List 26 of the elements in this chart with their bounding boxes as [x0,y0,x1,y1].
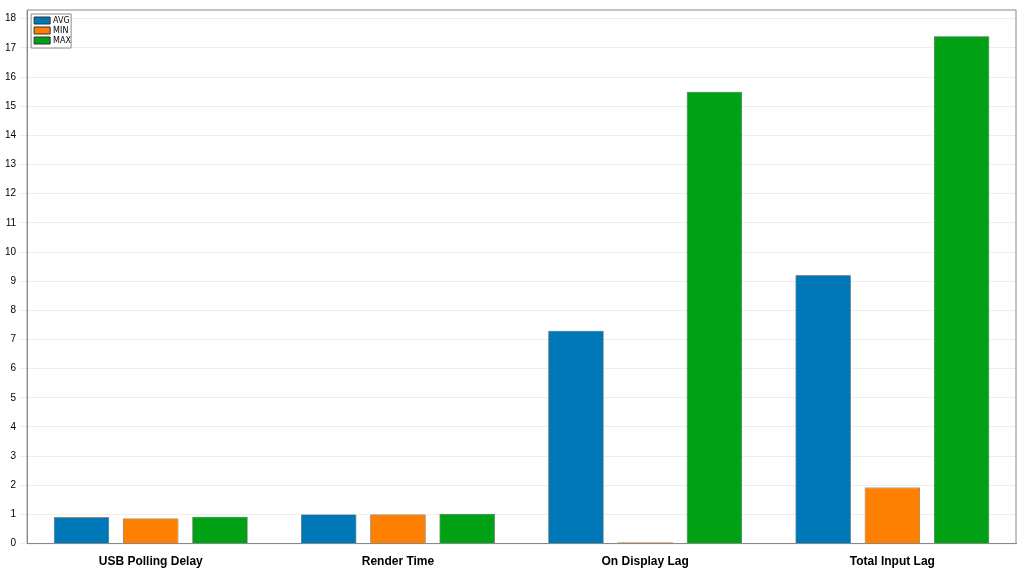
legend-label: MIN [53,26,69,36]
y-tick-label: 12 [5,187,17,199]
legend-label: MAX [53,36,72,46]
y-tick-label: 16 [5,70,17,82]
y-tick-label: 11 [5,216,17,228]
y-tick-label: 4 [10,420,17,432]
y-tick-label: 17 [5,41,17,53]
y-tick-label: 14 [5,129,17,141]
legend-label: AVG [53,16,70,26]
y-tick-label: 8 [10,304,17,316]
y-tick-label: 10 [5,245,17,257]
y-tick-label: 18 [5,12,17,24]
y-tick-label: 13 [5,158,17,170]
y-tick-label: 2 [10,479,17,491]
y-tick-label: 15 [5,99,17,111]
x-tick-label: USB Polling Delay [98,554,204,569]
y-tick-label: 7 [10,333,17,345]
x-tick-label: On Display Lag [601,554,689,569]
y-tick-label: 3 [10,449,17,461]
x-tick-label: Total Input Lag [849,554,935,569]
y-tick-label: 9 [10,274,17,286]
y-tick-label: 1 [10,508,17,520]
y-tick-label: 5 [10,391,17,403]
y-tick-label: 0 [10,537,17,549]
x-tick-label: Render Time [361,554,435,569]
y-tick-label: 6 [10,362,17,374]
